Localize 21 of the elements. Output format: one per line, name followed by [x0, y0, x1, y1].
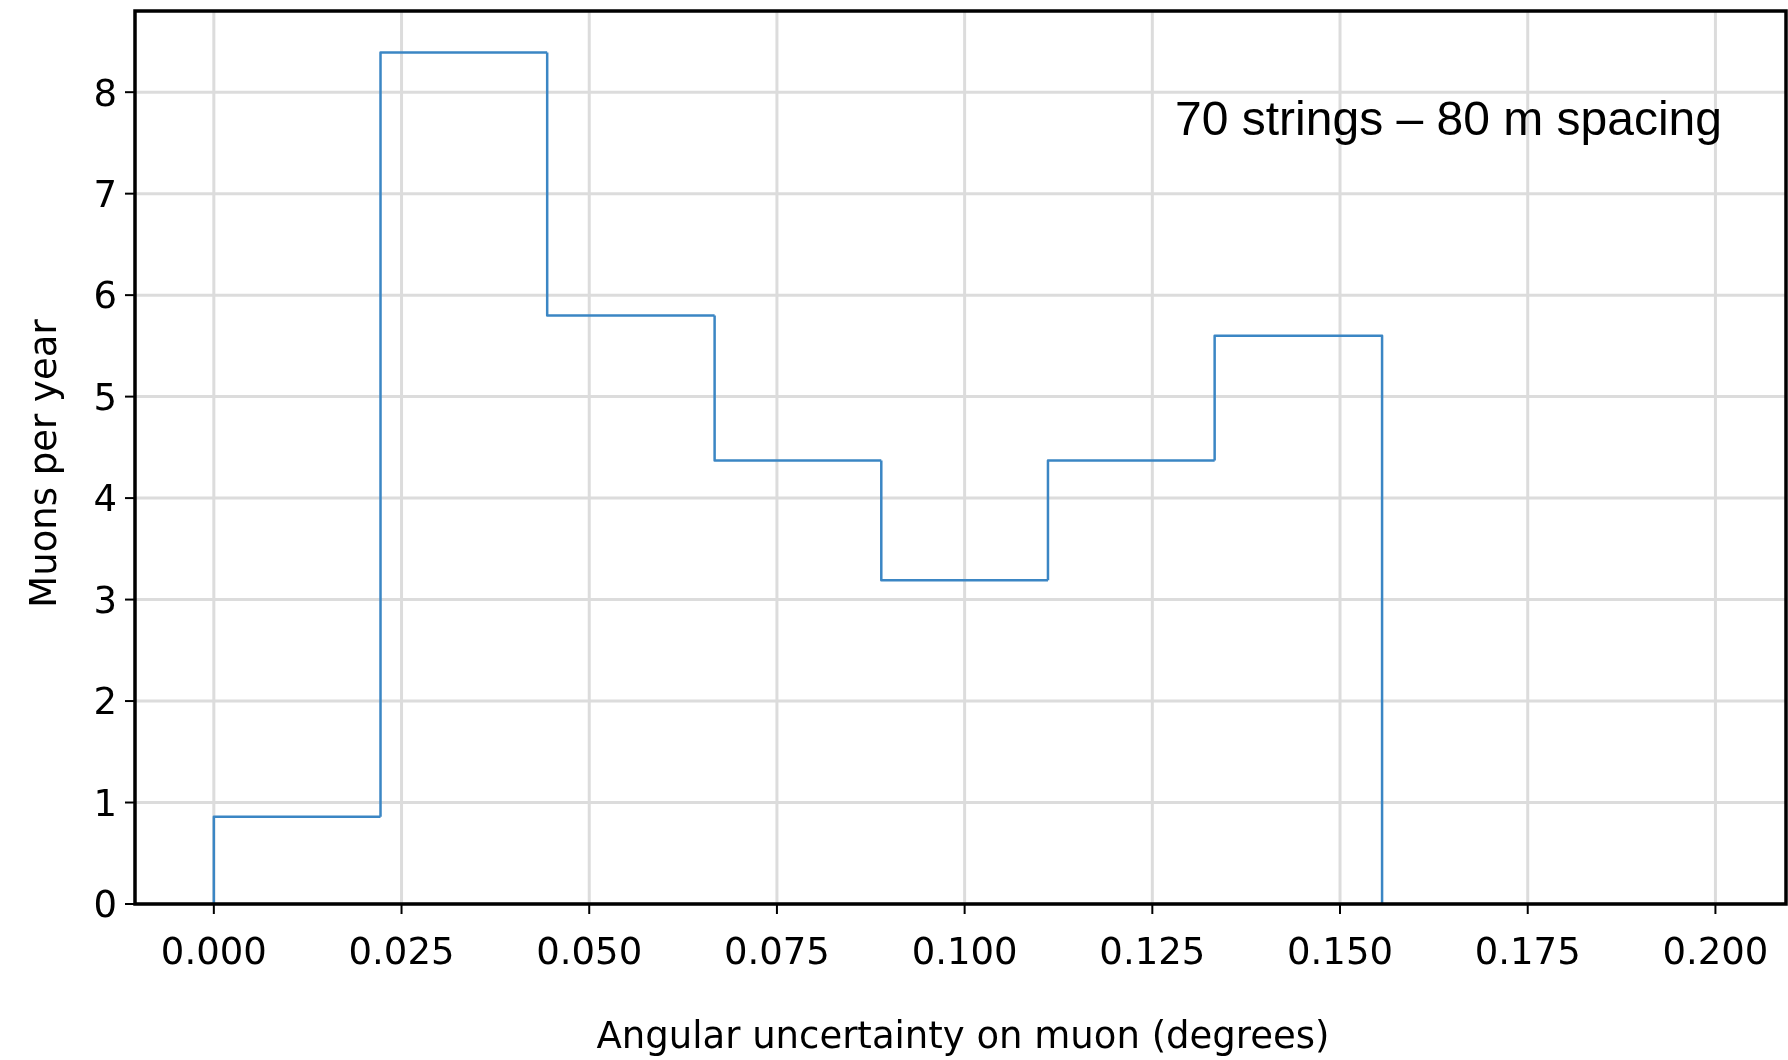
y-tick-label: 8: [93, 71, 117, 115]
y-tick-label: 7: [93, 172, 117, 216]
annotation: 70 strings – 80 m spacing: [1175, 92, 1722, 145]
y-tick-label: 3: [93, 578, 117, 622]
x-tick-label: 0.025: [348, 930, 455, 973]
y-axis-title: Muons per year: [22, 318, 65, 608]
y-tick-label: 5: [93, 375, 117, 419]
x-tick-label: 0.000: [160, 930, 267, 973]
x-tick-label: 0.125: [1099, 930, 1206, 973]
x-tick-label: 0.175: [1474, 930, 1581, 973]
x-tick-label: 0.075: [723, 930, 830, 973]
y-tick-label: 4: [93, 477, 117, 521]
y-tick-label: 2: [93, 680, 117, 724]
x-tick-label: 0.100: [911, 930, 1018, 973]
x-tick-label: 0.200: [1662, 930, 1769, 973]
x-tick-label: 0.150: [1287, 930, 1393, 973]
y-tick-label: 1: [93, 781, 117, 825]
y-tick-label: 6: [93, 274, 117, 318]
x-tick-label: 0.050: [536, 930, 643, 973]
y-tick-label: 0: [93, 883, 117, 927]
x-axis-title: Angular uncertainty on muon (degrees): [596, 1014, 1330, 1057]
